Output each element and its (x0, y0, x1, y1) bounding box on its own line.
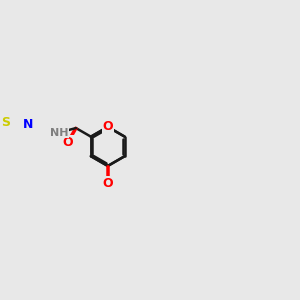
Text: O: O (103, 120, 113, 134)
Text: O: O (103, 177, 113, 190)
Text: NH: NH (50, 128, 69, 137)
Text: S: S (2, 116, 10, 129)
Text: O: O (62, 136, 73, 149)
Text: N: N (23, 118, 34, 131)
